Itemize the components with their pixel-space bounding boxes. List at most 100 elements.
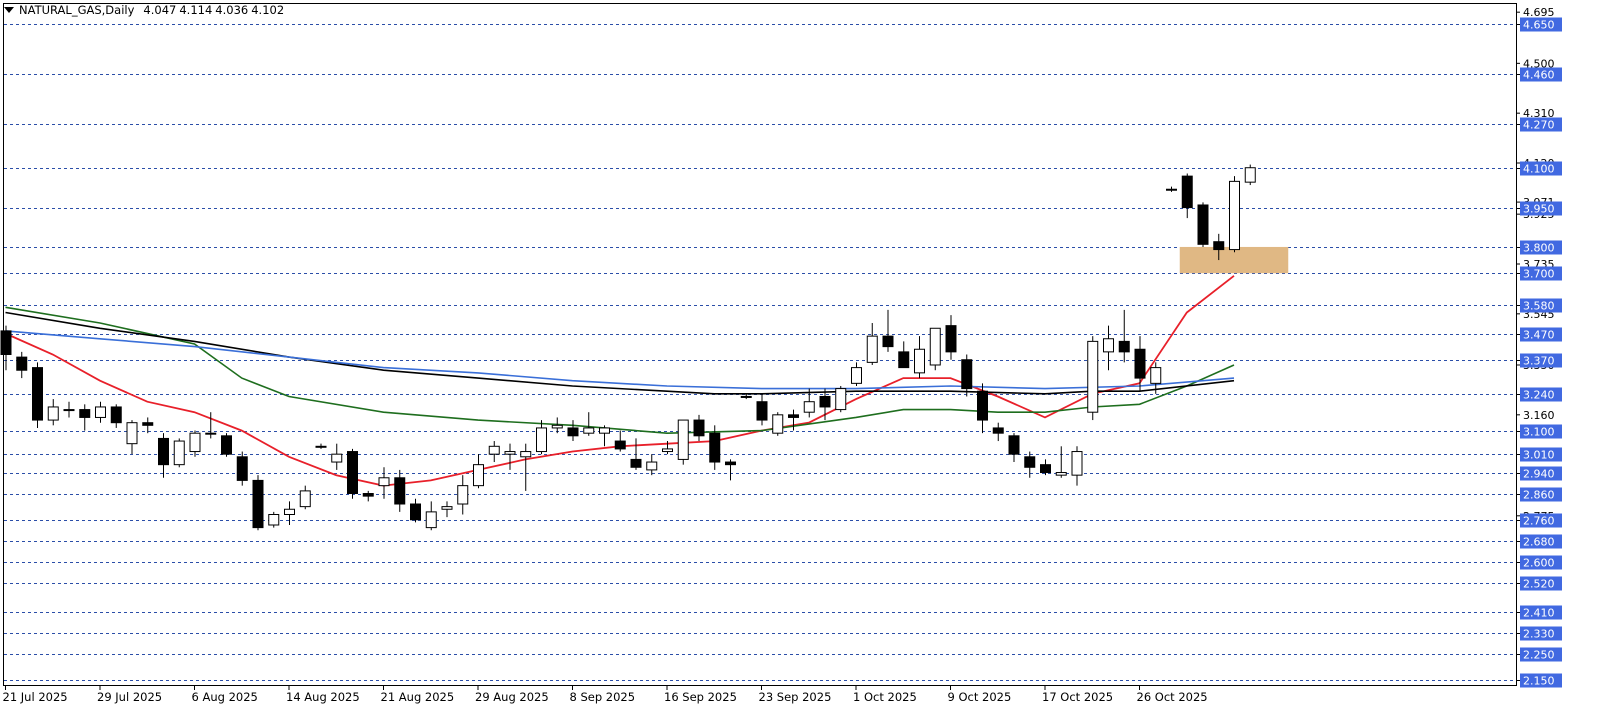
level-label: 3.100: [1523, 426, 1555, 439]
candle-body: [221, 435, 232, 455]
candle: [819, 388, 831, 421]
candle-body: [788, 414, 799, 418]
candle-body: [536, 427, 547, 453]
candle-body: [583, 427, 595, 434]
level-label: 3.580: [1523, 300, 1555, 313]
candle: [599, 425, 610, 447]
level-label-bg: [1520, 117, 1562, 132]
candle-body: [945, 325, 957, 353]
time-axis[interactable]: 21 Jul 2025 29 Jul 2025 6 Aug 2025 14 Aug 2…: [3, 685, 1208, 704]
candle: [1150, 362, 1162, 394]
level-label-bg: [1520, 353, 1562, 368]
level-label-bg: [1520, 266, 1562, 281]
candle: [0, 325, 12, 371]
candle: [362, 490, 374, 502]
candle: [347, 448, 358, 499]
candle-body: [394, 477, 406, 505]
level-label-bg: [1520, 298, 1562, 313]
candle: [1197, 202, 1209, 247]
level-label-bg: [1520, 424, 1562, 439]
time-label: 23 Sep 2025: [759, 690, 832, 704]
candle-body: [299, 490, 311, 508]
level-label: 2.150: [1523, 675, 1555, 688]
level-label-bg: [1520, 673, 1562, 688]
level-label-bg: [1520, 605, 1562, 620]
symbol-label: NATURAL_GAS,Daily: [19, 3, 135, 17]
level-label: 4.460: [1523, 69, 1555, 82]
level-label: 3.700: [1523, 268, 1555, 281]
candle: [284, 501, 295, 525]
time-label: 1 Oct 2025: [853, 690, 917, 704]
candle: [772, 412, 784, 436]
candle: [299, 485, 311, 510]
candle: [1244, 164, 1256, 186]
candle-body: [709, 432, 721, 463]
level-label-bg: [1520, 487, 1562, 502]
candle-body: [1055, 472, 1067, 476]
candle: [457, 475, 469, 515]
candle-body: [914, 348, 925, 374]
candle: [851, 362, 862, 386]
candle-body: [725, 461, 736, 466]
candle-body: [929, 327, 941, 366]
candle: [189, 430, 201, 457]
level-label: 2.940: [1523, 468, 1555, 481]
candle: [520, 443, 532, 491]
candle: [646, 454, 658, 476]
candle-body: [1244, 167, 1256, 183]
candle-body: [158, 437, 169, 466]
open-value: 4.047: [143, 3, 177, 17]
candle: [315, 443, 327, 449]
scale-tick-label: 4.500: [1523, 57, 1555, 70]
candle-body: [898, 351, 910, 369]
level-label: 3.800: [1523, 242, 1555, 255]
level-label-bg: [1520, 387, 1562, 402]
candle-body: [614, 440, 626, 450]
candle-body: [772, 414, 784, 434]
candle-body: [1166, 188, 1177, 191]
candle-body: [1040, 464, 1051, 474]
candle: [331, 443, 343, 470]
candle-body: [236, 456, 248, 481]
candle: [788, 409, 799, 431]
scale-ticks: 4.6954.5004.3104.1203.9253.7353.5453.350…: [1516, 6, 1555, 523]
candle-body: [1213, 241, 1225, 251]
level-label: 3.470: [1523, 329, 1555, 342]
candle: [95, 401, 106, 423]
time-label: 16 Sep 2025: [664, 690, 737, 704]
candle: [63, 401, 75, 418]
candle-body: [189, 432, 201, 453]
candle-body: [362, 493, 374, 497]
price-axis[interactable]: 4.6954.5004.3104.1203.9253.7353.5453.350…: [1516, 6, 1562, 688]
candle-body: [347, 451, 358, 495]
candle-body: [142, 422, 154, 426]
candle: [992, 422, 1004, 442]
high-value: 4.114: [179, 3, 213, 17]
symbol-dropdown-icon[interactable]: [4, 7, 14, 13]
ma-line: [5, 311, 1235, 395]
candle: [173, 438, 185, 468]
candle-body: [79, 409, 91, 418]
time-label: 8 Sep 2025: [570, 690, 636, 704]
candle: [236, 451, 248, 486]
time-label: 26 Oct 2025: [1137, 690, 1208, 704]
level-label-bg: [1520, 17, 1562, 32]
level-label: 2.250: [1523, 649, 1555, 662]
candle-body: [662, 448, 673, 453]
candle: [945, 315, 957, 360]
candle-body: [740, 395, 752, 398]
level-label-bg: [1520, 67, 1562, 82]
candle: [47, 399, 59, 426]
candle-body: [992, 427, 1004, 434]
scale-tick-label: 4.310: [1523, 107, 1555, 120]
candle-body: [803, 401, 815, 413]
candle: [110, 404, 122, 428]
candle: [221, 433, 232, 457]
candle-body: [173, 440, 185, 466]
candle: [835, 385, 847, 413]
candle: [567, 420, 579, 442]
candle: [378, 467, 390, 499]
candle: [614, 430, 626, 452]
